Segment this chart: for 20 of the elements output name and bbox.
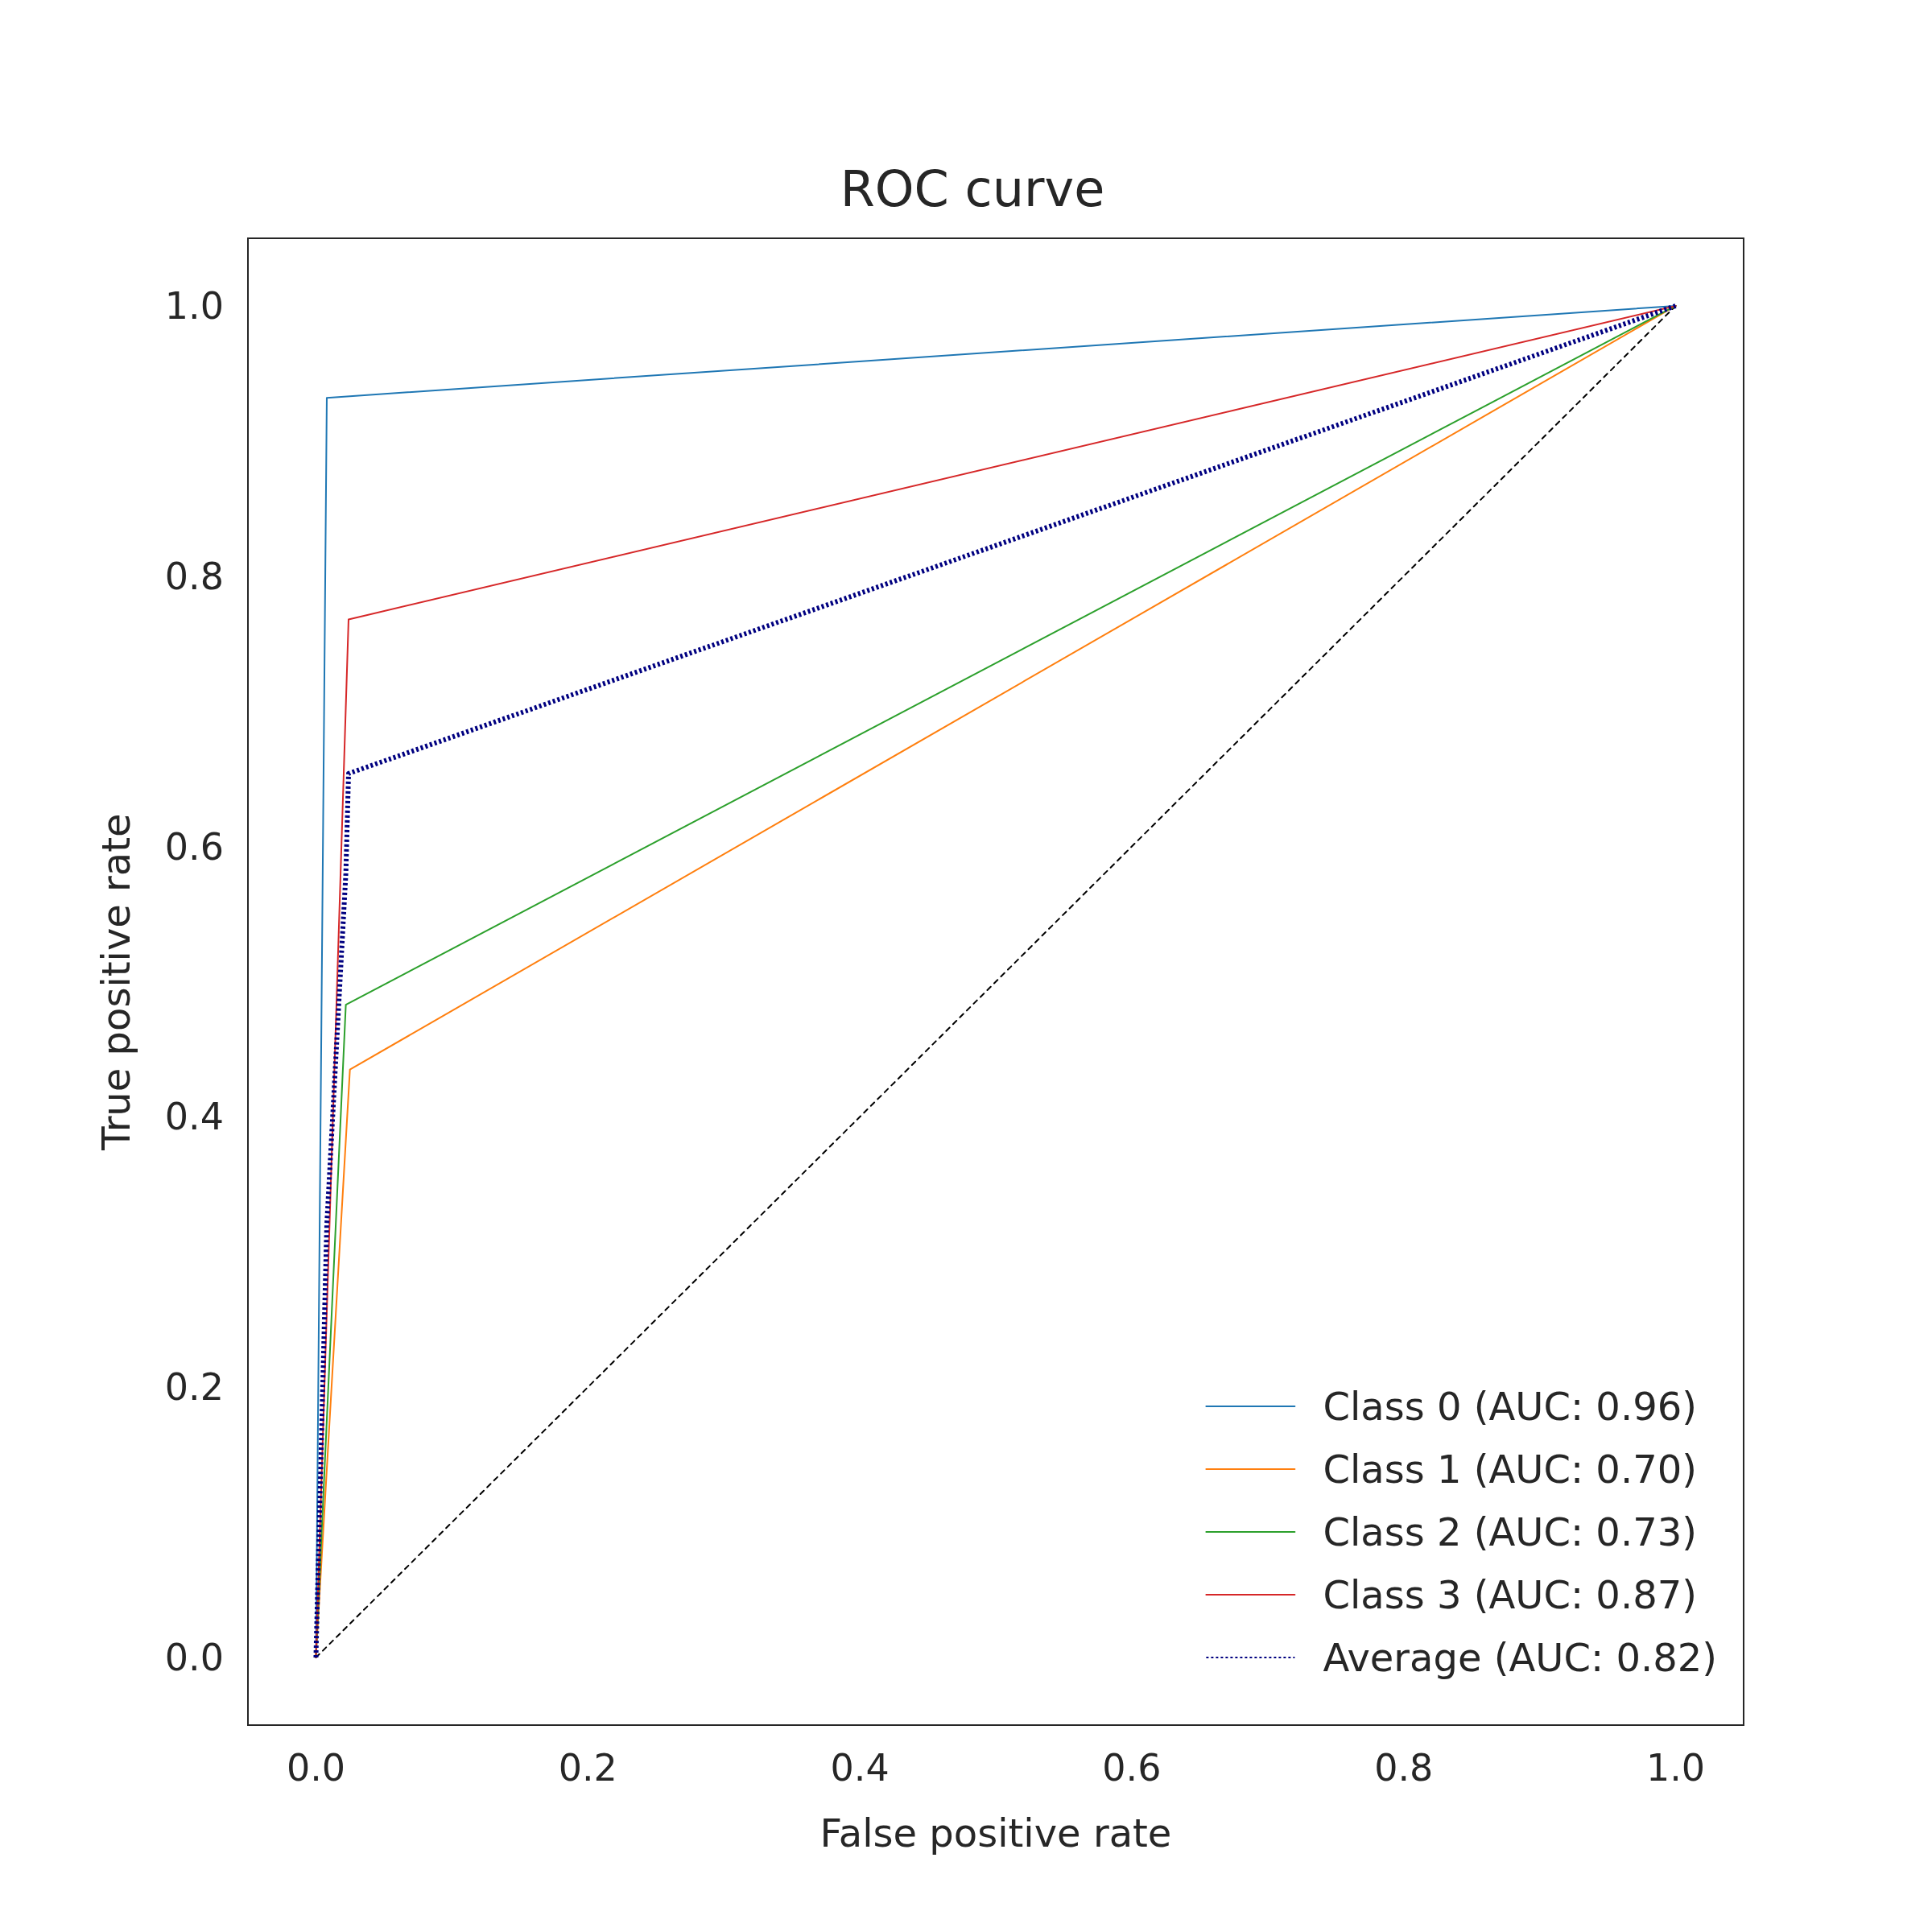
y-tick-label: 0.0: [164, 1636, 224, 1680]
legend-label: Average (AUC: 0.82): [1323, 1635, 1717, 1680]
legend-label: Class 1 (AUC: 0.70): [1323, 1447, 1697, 1492]
legend-label: Class 0 (AUC: 0.96): [1323, 1384, 1697, 1429]
x-tick-label: 0.2: [558, 1746, 617, 1790]
legend-label: Class 2 (AUC: 0.73): [1323, 1509, 1697, 1554]
x-tick-label: 1.0: [1645, 1746, 1706, 1790]
y-tick-label: 0.4: [164, 1095, 224, 1139]
y-tick-label: 0.6: [164, 824, 224, 869]
chart-title: ROC curve: [840, 159, 1105, 218]
x-axis-title: False positive rate: [819, 1810, 1172, 1856]
y-axis-title: True positive rate: [93, 813, 138, 1151]
x-tick-label: 0.4: [830, 1746, 890, 1790]
x-tick-label: 0.6: [1102, 1746, 1162, 1790]
y-tick-label: 1.0: [164, 283, 224, 328]
x-tick-label: 0.8: [1374, 1746, 1434, 1790]
y-tick-label: 0.8: [164, 554, 224, 598]
y-tick-label: 0.2: [164, 1365, 224, 1410]
x-tick-label: 0.0: [286, 1746, 346, 1790]
legend-label: Class 3 (AUC: 0.87): [1323, 1572, 1697, 1617]
